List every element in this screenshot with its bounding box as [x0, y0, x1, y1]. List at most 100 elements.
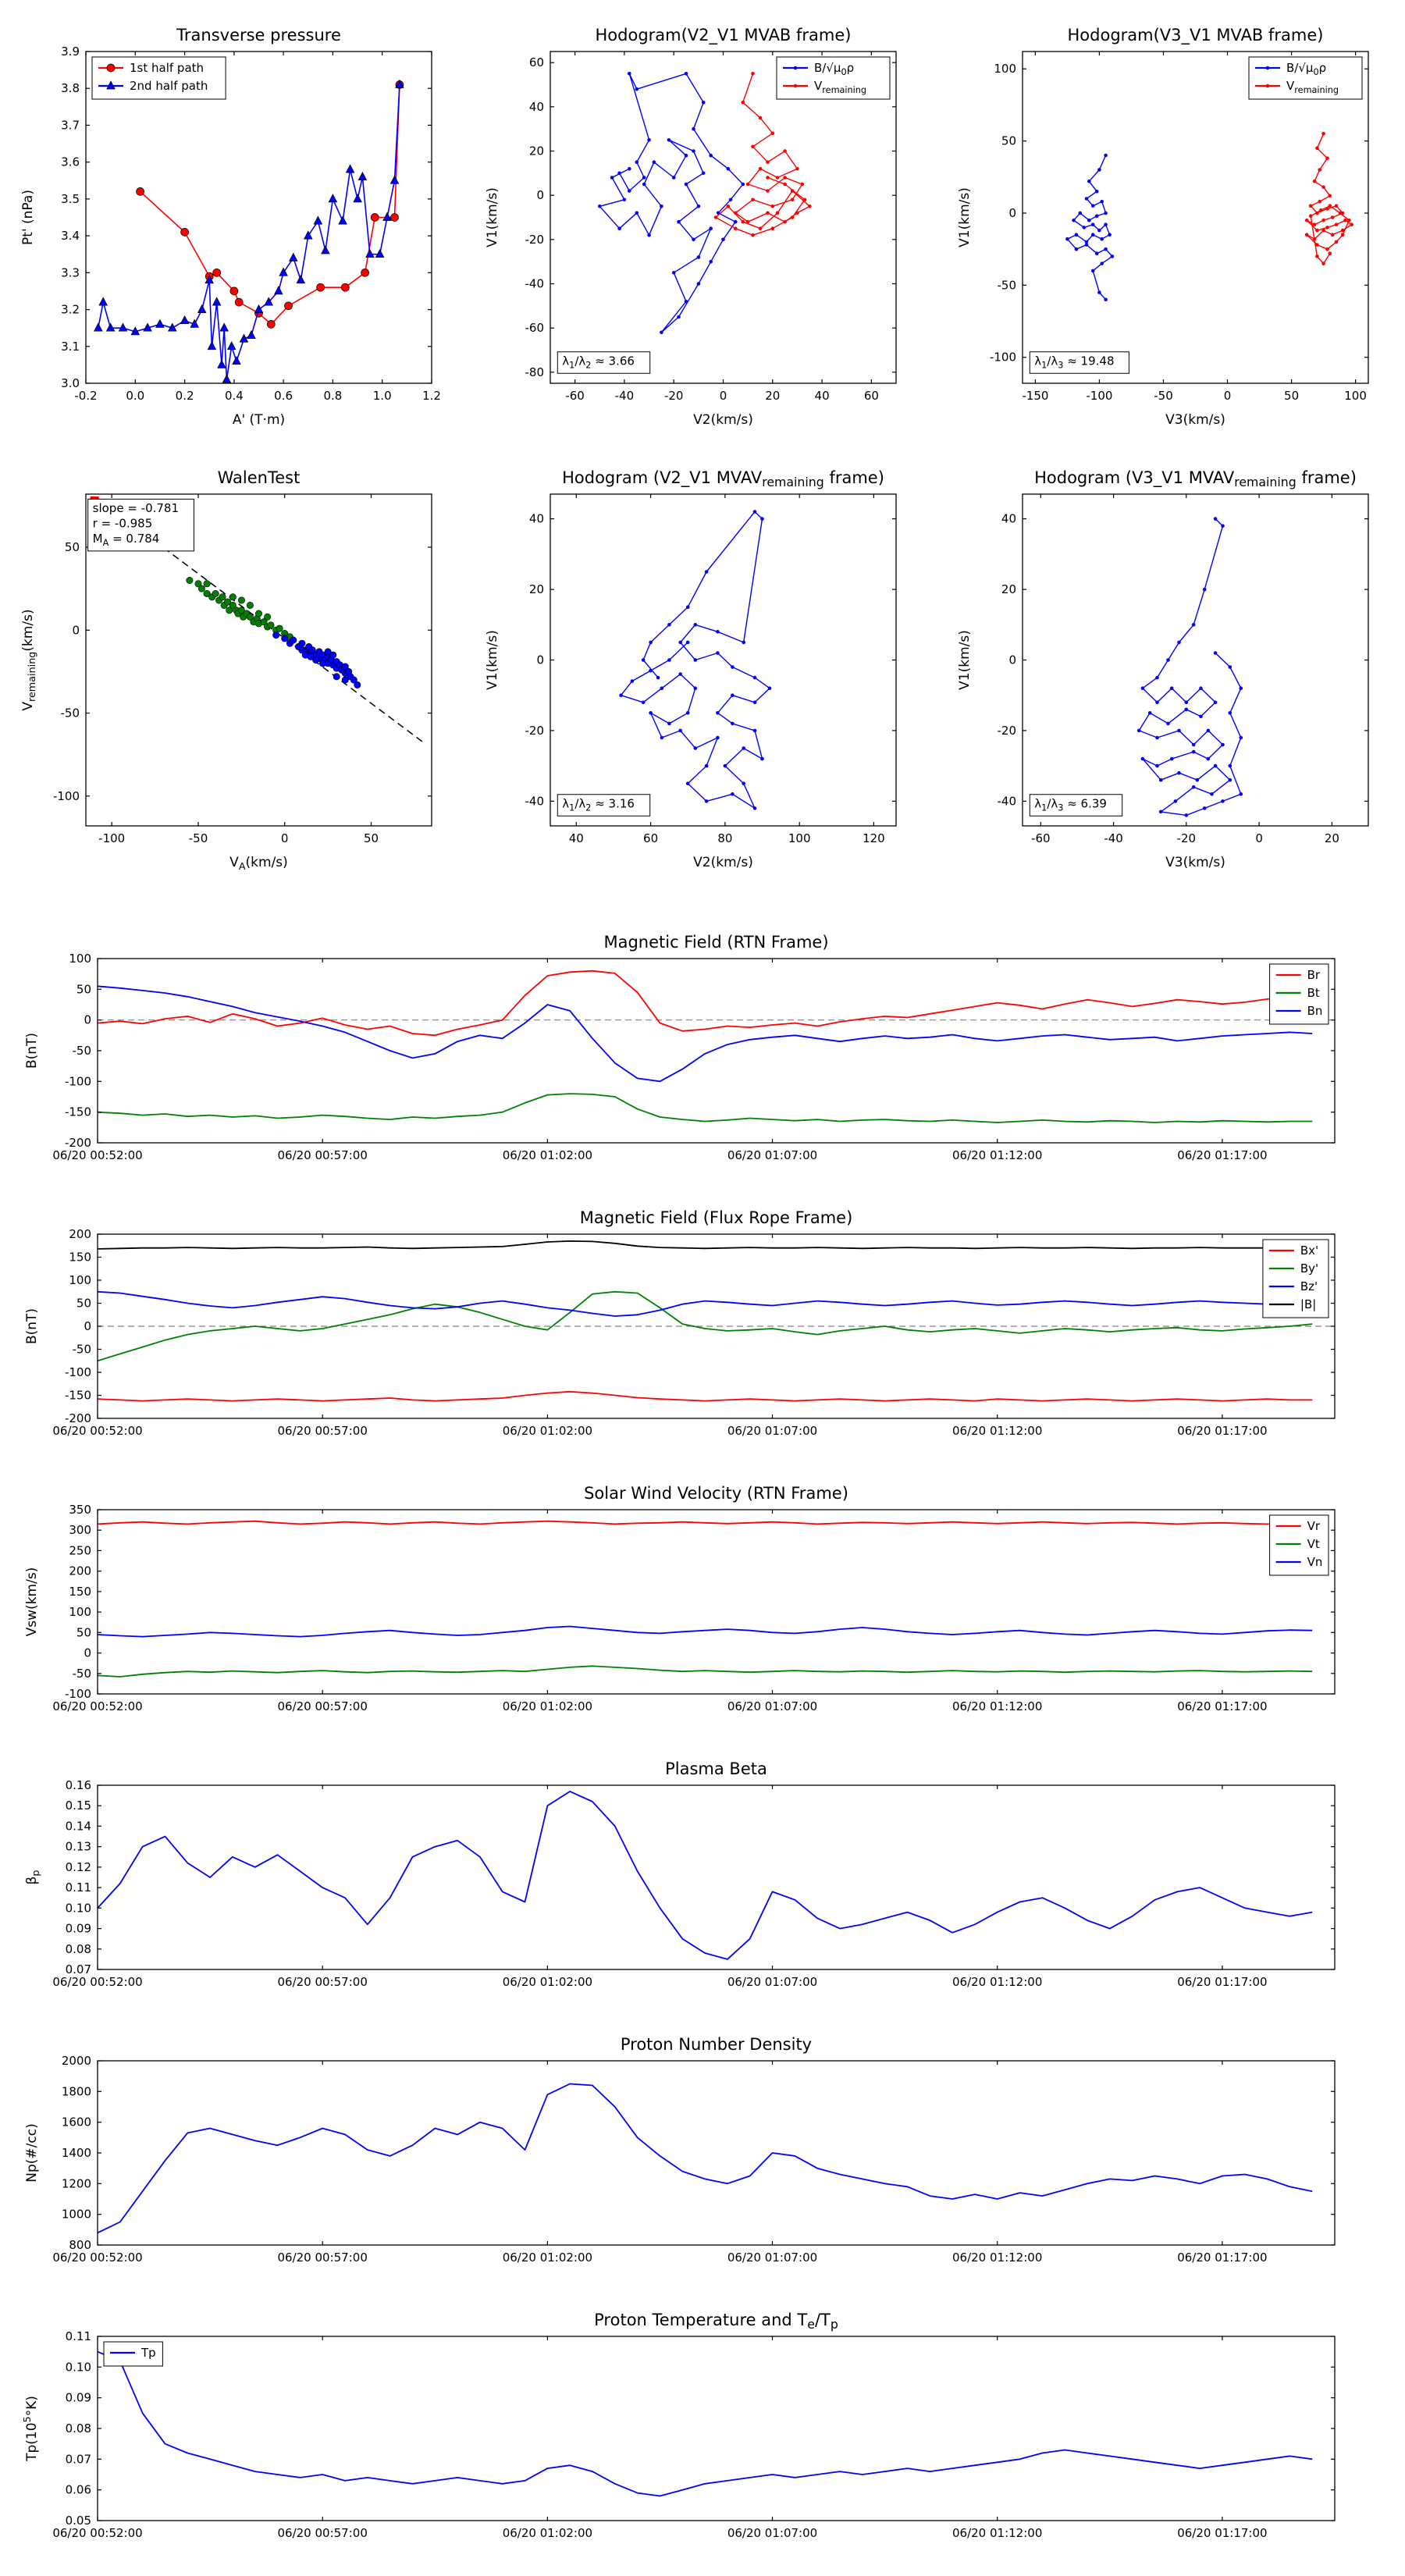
- plot-background: [98, 2336, 1335, 2521]
- legend-box: [103, 2341, 163, 2367]
- marker-dot: [1228, 711, 1232, 715]
- x-tick-label: 100: [788, 831, 811, 845]
- x-axis-label: VA(km/s): [229, 855, 288, 873]
- marker-dot: [1228, 763, 1232, 768]
- plot-background: [98, 1510, 1335, 1694]
- y-tick-label: 40: [529, 512, 544, 526]
- marker-dot: [716, 651, 720, 655]
- marker-dot: [1090, 269, 1095, 273]
- marker-dot: [685, 711, 690, 715]
- marker-dot: [1239, 792, 1243, 796]
- marker-scatter: [281, 635, 289, 642]
- y-tick-label: 1000: [62, 2208, 91, 2222]
- series-line: [97, 1520, 1313, 1525]
- x-tick-label: -40: [1104, 831, 1123, 845]
- marker-dot: [1304, 218, 1309, 222]
- marker-scatter: [237, 596, 245, 604]
- marker-dot: [1191, 623, 1196, 627]
- marker-dot: [1213, 700, 1218, 705]
- marker-dot: [1325, 156, 1329, 160]
- marker-dot: [692, 126, 695, 131]
- chart-title: Hodogram(V2_V1 MVAB frame): [596, 26, 852, 45]
- annotation-box: [87, 498, 194, 552]
- y-tick-label: -100: [990, 350, 1016, 365]
- x-tick-label: 06/20 01:12:00: [952, 1424, 1042, 1438]
- x-axis-label: V2(km/s): [693, 855, 753, 870]
- marker-dot: [1228, 665, 1232, 669]
- y-tick-label: 3.2: [61, 303, 80, 317]
- series-line: [97, 1665, 1313, 1678]
- legend-label: Vn: [1307, 1555, 1323, 1569]
- marker-triangle: [395, 79, 404, 88]
- marker-dot: [619, 693, 623, 697]
- marker-circle: [229, 286, 239, 296]
- marker-scatter: [298, 646, 306, 654]
- marker-dot: [667, 623, 671, 627]
- y-axis-label: Vsw(km/s): [24, 1567, 40, 1637]
- marker-dot: [647, 233, 651, 237]
- marker-triangle: [296, 275, 306, 284]
- x-tick-label: 0.6: [274, 389, 293, 403]
- marker-dot: [1177, 640, 1181, 645]
- marker-triangle: [321, 245, 330, 254]
- marker-dot: [1097, 290, 1101, 294]
- y-tick-label: -20: [525, 233, 545, 247]
- marker-dot: [693, 686, 698, 690]
- marker-dot: [752, 510, 757, 514]
- x-tick-label: 06/20 01:02:00: [503, 1148, 592, 1162]
- marker-dot: [693, 623, 698, 627]
- y-axis-label: V1(km/s): [957, 630, 973, 690]
- marker-scatter: [333, 673, 340, 681]
- marker-dot: [1315, 146, 1319, 151]
- marker-triangle: [190, 318, 199, 328]
- chart-title: WalenTest: [218, 468, 301, 487]
- legend-label: Tp: [140, 2346, 156, 2360]
- marker-dot: [752, 806, 757, 810]
- marker-dot: [731, 792, 735, 796]
- marker-dot: [1206, 756, 1211, 761]
- marker-triangle: [180, 315, 190, 325]
- marker-dot: [1304, 233, 1309, 237]
- x-tick-label: 06/20 00:52:00: [52, 1148, 142, 1162]
- marker-dot: [1315, 211, 1319, 215]
- marker-dot: [760, 517, 764, 521]
- x-tick-label: 06/20 01:12:00: [952, 2526, 1042, 2540]
- marker-triangle: [197, 304, 207, 313]
- marker-dot: [709, 153, 713, 158]
- y-tick-label: 50: [76, 1297, 91, 1311]
- marker-triangle: [239, 333, 249, 343]
- marker-scatter: [276, 624, 283, 632]
- y-tick-label: 3.7: [61, 118, 80, 132]
- series-line: [599, 73, 744, 333]
- legend-label: By': [1300, 1261, 1318, 1276]
- marker-dot: [1065, 237, 1069, 241]
- y-tick-label: -50: [73, 1044, 92, 1058]
- marker-dot: [728, 197, 733, 202]
- chart-title: Magnetic Field (Flux Rope Frame): [580, 1208, 853, 1227]
- marker-dot: [1097, 228, 1101, 233]
- legend-label: Vremaining: [1286, 79, 1339, 95]
- chart-title: Proton Number Density: [621, 2035, 812, 2054]
- chart-proton-temperature: 06/20 00:52:00 06/20 00:57:00 06/20 01:02:…: [22, 2311, 1336, 2540]
- x-tick-label: -40: [615, 389, 635, 403]
- x-tick-label: 1.0: [373, 389, 392, 403]
- marker-scatter: [264, 613, 272, 621]
- marker-dot: [667, 138, 671, 142]
- marker-dot: [1084, 240, 1089, 244]
- marker-circle: [180, 228, 189, 237]
- marker-dot: [1265, 66, 1270, 70]
- annotation-text: λ1/λ3 ≈ 6.39: [1034, 796, 1107, 813]
- marker-dot: [1321, 218, 1325, 222]
- marker-circle: [212, 268, 222, 277]
- marker-dot: [741, 219, 745, 224]
- legend-box: [776, 56, 891, 100]
- x-tick-label: 06/20 00:57:00: [278, 2526, 368, 2540]
- x-tick-label: 06/20 01:02:00: [503, 1975, 592, 1989]
- marker-scatter: [226, 607, 233, 614]
- y-tick-label: 0.10: [66, 1901, 91, 1915]
- marker-scatter: [246, 613, 254, 621]
- marker-dot: [1108, 233, 1112, 237]
- x-tick-label: 06/20 01:02:00: [503, 2250, 592, 2265]
- series-line: [98, 84, 400, 381]
